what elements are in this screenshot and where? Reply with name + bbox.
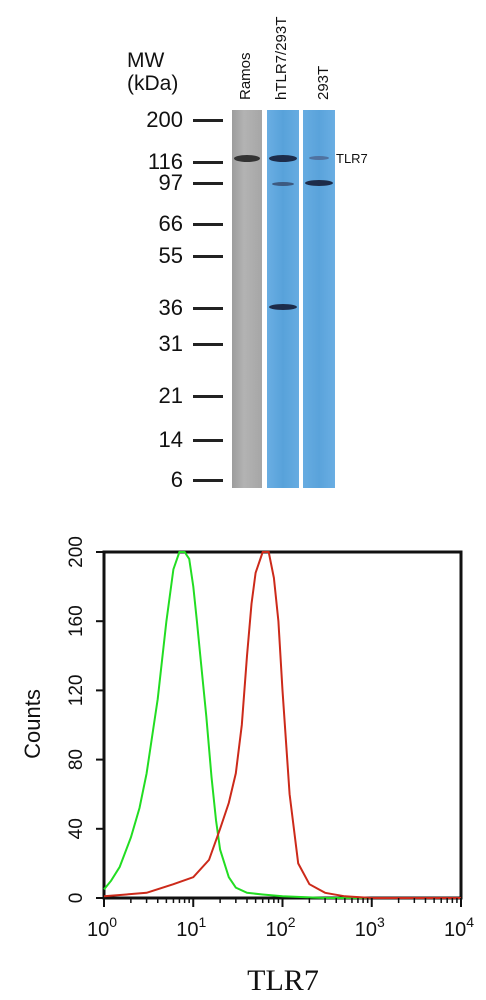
x-tick-base: 10 — [265, 919, 287, 941]
mw-marker-label: 200 — [146, 107, 183, 132]
mw-title-line2: (kDa) — [127, 72, 179, 95]
histogram-series — [103, 551, 461, 899]
mw-marker-tick — [193, 479, 223, 482]
band-label-tlr7: TLR7 — [336, 151, 368, 166]
band-htlr7-tlr7 — [269, 155, 297, 162]
band-htlr7-97 — [272, 182, 294, 186]
mw-marker-tick — [193, 439, 223, 442]
x-tick-base: 10 — [444, 919, 466, 941]
y-axis-label: Counts — [20, 689, 45, 759]
x-tick-base: 10 — [176, 919, 198, 941]
histogram-axes — [102, 550, 463, 900]
mw-marker-label: 6 — [170, 467, 183, 492]
lane-ramos — [232, 110, 262, 488]
mw-marker-tick — [193, 223, 223, 226]
mw-marker-tick — [193, 343, 223, 346]
x-axis-label: TLR7 — [247, 964, 319, 997]
x-tick-base: 10 — [355, 919, 377, 941]
band-293t-faint — [309, 156, 329, 160]
lane-293t — [303, 110, 335, 488]
band-293t-97 — [305, 180, 333, 186]
mw-marker-label: 116 — [147, 149, 183, 174]
lane-label-ramos: Ramos — [237, 52, 254, 100]
x-tick-exponent: 1 — [198, 914, 206, 930]
mw-marker-label: 36 — [158, 295, 183, 320]
y-tick-label: 0 — [66, 893, 87, 904]
mw-marker-label: 97 — [158, 170, 183, 195]
y-tick-label: 40 — [66, 818, 87, 839]
mw-marker-label: 21 — [158, 383, 183, 408]
x-tick-label: 104 — [444, 914, 474, 941]
mw-axis-title: MW (kDa) — [127, 49, 178, 95]
band-htlr7-36 — [269, 304, 297, 310]
y-tick-label: 120 — [66, 675, 87, 707]
x-tick-exponent: 0 — [109, 914, 117, 930]
mw-marker-tick — [193, 182, 223, 185]
mw-title-line1: MW — [127, 49, 165, 72]
x-tick-base: 10 — [87, 919, 109, 941]
mw-marker-label: 31 — [158, 331, 183, 356]
lane-label-htlr7-293t: hTLR7/293T — [273, 16, 290, 100]
mw-marker-label: 66 — [158, 211, 183, 236]
mw-marker-tick — [193, 119, 223, 122]
x-tick-label: 101 — [176, 914, 206, 941]
mw-marker-tick — [193, 395, 223, 398]
lane-label-293t: 293T — [315, 65, 332, 100]
x-tick-label: 103 — [355, 914, 385, 941]
mw-marker-label: 55 — [158, 243, 183, 268]
x-tick-label: 102 — [265, 914, 295, 941]
x-tick-exponent: 4 — [466, 914, 474, 930]
y-tick-label: 160 — [66, 605, 87, 637]
x-tick-exponent: 2 — [288, 914, 296, 930]
histogram-series-line-1 — [103, 551, 461, 899]
histogram-series-line-2 — [103, 551, 461, 899]
band-ramos-tlr7 — [234, 155, 260, 162]
plot-frame — [102, 550, 463, 900]
x-tick-exponent: 3 — [377, 914, 385, 930]
mw-marker-tick — [193, 255, 223, 258]
mw-marker-tick — [193, 161, 223, 164]
y-tick-label: 200 — [66, 536, 87, 568]
mw-marker-label: 14 — [158, 427, 183, 452]
lane-htlr7-293t — [267, 110, 299, 488]
x-tick-label: 100 — [87, 914, 117, 941]
y-tick-label: 80 — [66, 749, 87, 770]
mw-marker-tick — [193, 307, 223, 310]
